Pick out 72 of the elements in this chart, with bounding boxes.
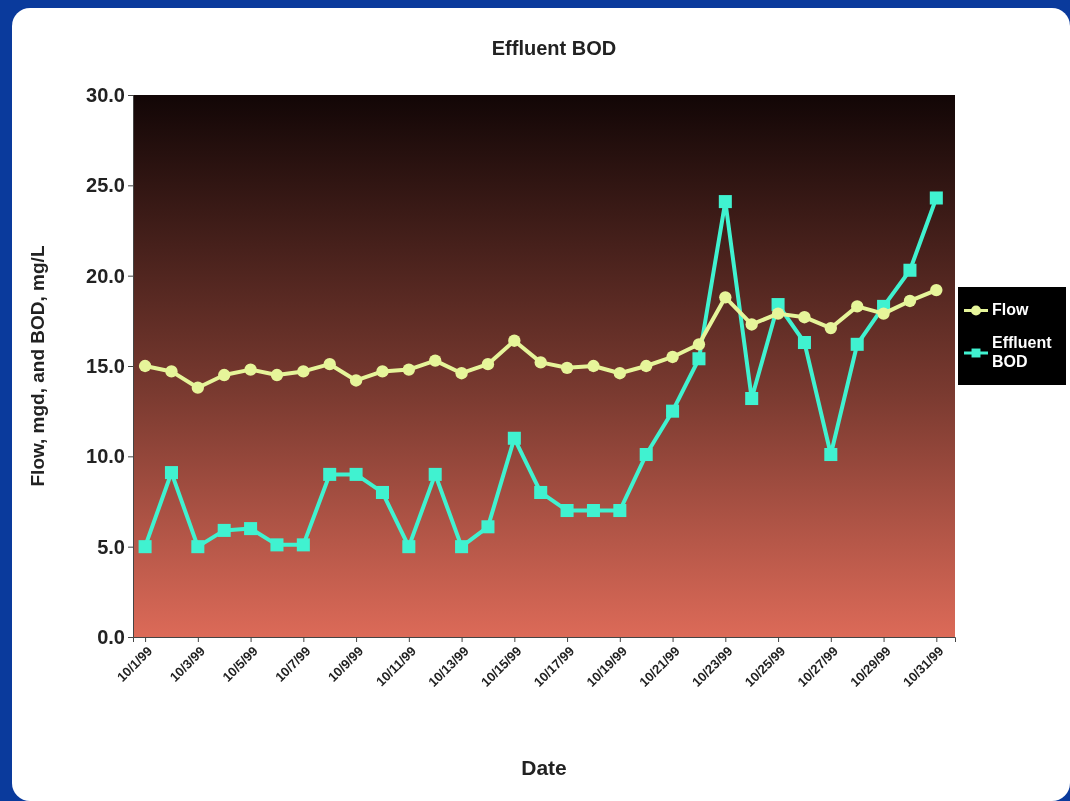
point: [613, 367, 627, 380]
point: [692, 352, 706, 366]
y-tick-label: 5.0: [97, 535, 125, 558]
legend-label: Effluent BOD: [992, 334, 1053, 370]
point: [929, 191, 943, 205]
point: [165, 365, 178, 378]
point: [429, 354, 442, 367]
y-tick-label: 20.0: [86, 264, 125, 287]
point: [297, 365, 310, 378]
point: [666, 404, 680, 418]
point: [824, 448, 838, 462]
point: [164, 466, 178, 480]
point: [903, 263, 917, 277]
point: [349, 374, 363, 387]
point: [639, 448, 653, 462]
x-axis-title: Date: [521, 756, 567, 779]
point: [191, 381, 205, 394]
point: [534, 356, 547, 369]
point: [455, 367, 468, 380]
y-tick-label: 0.0: [97, 625, 125, 648]
point: [586, 504, 600, 518]
point: [455, 540, 469, 554]
point: [666, 350, 679, 364]
point: [719, 291, 732, 304]
point: [428, 467, 442, 481]
point: [402, 540, 416, 554]
point: [138, 359, 152, 373]
point: [323, 467, 337, 481]
point: [640, 359, 653, 373]
y-tick-label: 10.0: [86, 445, 125, 468]
point: [745, 318, 758, 331]
point: [560, 504, 574, 518]
point: [534, 485, 548, 499]
point: [850, 337, 864, 351]
point: [375, 485, 389, 499]
point: [824, 321, 837, 335]
point: [191, 540, 205, 554]
point: [692, 338, 706, 351]
legend-label: Flow: [992, 301, 1029, 318]
point: [798, 311, 811, 324]
y-tick-label: 25.0: [86, 174, 125, 197]
point: [138, 540, 152, 554]
point: [402, 363, 416, 376]
point: [270, 538, 284, 552]
point: [718, 195, 732, 209]
point: [217, 523, 231, 537]
point: [745, 392, 759, 406]
point: [270, 368, 284, 382]
point: [507, 431, 521, 445]
point: [218, 368, 231, 382]
y-tick-label: 30.0: [86, 83, 125, 106]
point: [508, 334, 521, 347]
point: [771, 307, 785, 320]
y-axis-title: Flow, mgd, and BOD, mg/L: [27, 245, 48, 487]
chart-title: Effluent BOD: [491, 37, 617, 59]
point: [560, 361, 574, 374]
point: [851, 300, 864, 313]
y-tick-label: 15.0: [86, 354, 125, 377]
point: [244, 522, 258, 536]
point: [244, 363, 257, 376]
point: [930, 283, 943, 297]
point: [613, 504, 627, 518]
point: [481, 358, 495, 371]
point: [376, 365, 389, 378]
point: [797, 335, 811, 350]
point: [903, 294, 917, 308]
point: [587, 359, 600, 373]
point: [349, 467, 363, 481]
point: [877, 307, 890, 320]
point: [481, 520, 495, 534]
point: [296, 538, 310, 552]
point: [323, 358, 336, 371]
